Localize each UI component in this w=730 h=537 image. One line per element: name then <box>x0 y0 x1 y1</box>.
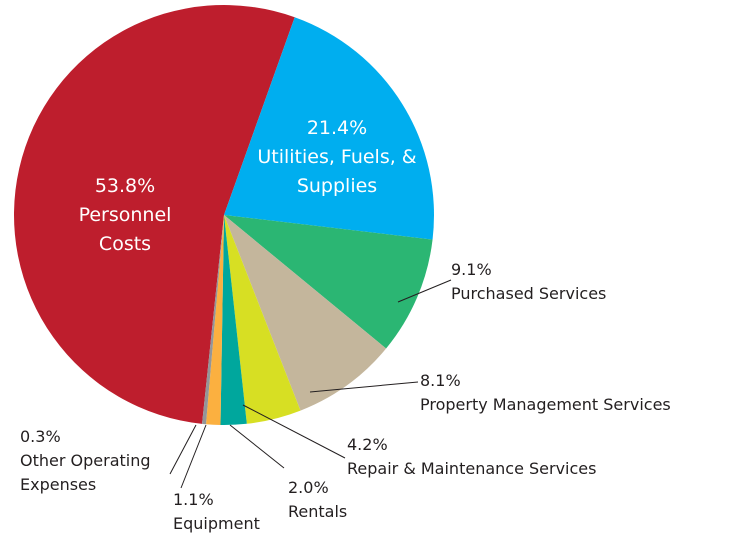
leader-line <box>169 424 197 475</box>
slice-label: 4.2% Repair & Maintenance Services <box>347 433 667 481</box>
category-label: Repair & Maintenance Services <box>347 459 597 478</box>
category-label: Property Management Services <box>420 395 671 414</box>
leader-line <box>397 279 452 303</box>
value-label: 9.1% <box>451 260 492 279</box>
slice-label: 1.1% Equipment <box>173 488 273 536</box>
leader-line <box>229 424 285 469</box>
slice-label: 21.4% Utilities, Fuels, & Supplies <box>257 114 417 201</box>
value-label: 8.1% <box>420 371 461 390</box>
pie-slice <box>224 215 387 411</box>
pie-slice <box>220 215 247 426</box>
pie-slice <box>205 215 224 425</box>
leader-line <box>180 424 207 489</box>
category-label: Utilities, Fuels, & Supplies <box>257 146 417 197</box>
value-label: 4.2% <box>347 435 388 454</box>
pie-slice <box>224 215 301 424</box>
pie-slice <box>224 17 434 240</box>
slice-label: 9.1% Purchased Services <box>451 258 671 306</box>
value-label: 0.3% <box>20 427 61 446</box>
value-label: 2.0% <box>288 478 329 497</box>
value-label: 1.1% <box>173 490 214 509</box>
pie-slice <box>14 5 295 424</box>
category-label: Purchased Services <box>451 284 607 303</box>
value-label: 21.4% <box>306 117 368 139</box>
slice-label: 0.3% Other Operating Expenses <box>20 425 180 497</box>
slice-label: 53.8% Personnel Costs <box>75 172 175 259</box>
value-label: 53.8% <box>94 175 156 197</box>
leader-line <box>242 404 346 459</box>
pie-slice <box>224 215 433 349</box>
slice-label: 8.1% Property Management Services <box>420 369 720 417</box>
category-label: Rentals <box>288 502 348 521</box>
slice-label: 2.0% Rentals <box>288 476 388 524</box>
pie-slice <box>202 215 224 425</box>
category-label: Personnel Costs <box>78 204 172 255</box>
leader-line <box>309 381 419 393</box>
category-label: Equipment <box>173 514 260 533</box>
category-label: Other Operating Expenses <box>20 451 151 494</box>
